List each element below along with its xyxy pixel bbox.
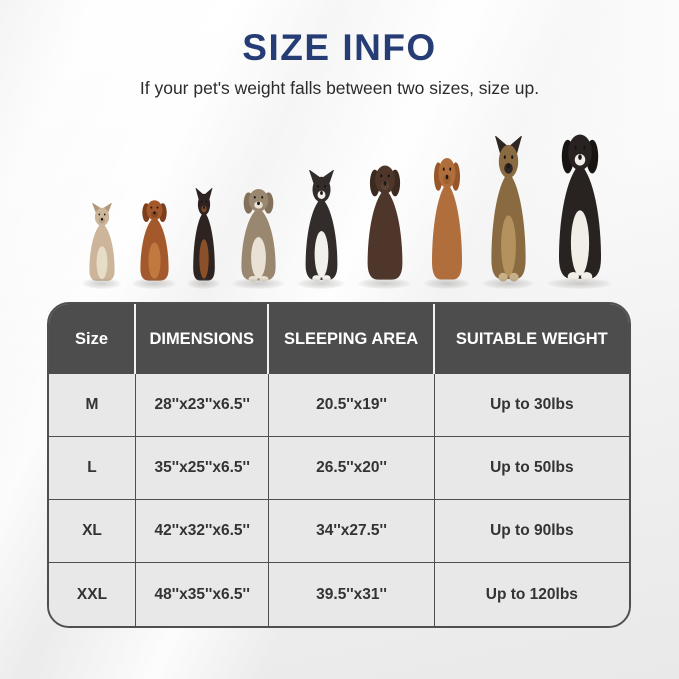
- table-cell: 20.5''x19'': [269, 374, 435, 437]
- table-cell: XL: [49, 500, 136, 563]
- dog-border-collie: [295, 170, 348, 289]
- table-cell: L: [49, 437, 136, 500]
- dog-shadow: [231, 278, 285, 289]
- size-table: Size DIMENSIONS SLEEPING AREA SUITABLE W…: [47, 302, 631, 628]
- table-cell: Up to 30lbs: [434, 374, 629, 437]
- page-subtitle: If your pet's weight falls between two s…: [139, 78, 540, 98]
- page-title: SIZE INFO: [242, 27, 437, 68]
- dog-lineup: [42, 0, 653, 289]
- table-cell: 39.5''x31'': [269, 563, 435, 626]
- dog-shadow: [357, 278, 412, 289]
- dog-shadow: [186, 278, 221, 289]
- dog-english-bulldog: [230, 183, 287, 289]
- dog-shadow: [423, 278, 470, 289]
- table-cell: 35''x25''x6.5'': [136, 437, 270, 500]
- dog-french-bulldog: [81, 203, 123, 289]
- column-header-dimensions: DIMENSIONS: [136, 304, 270, 374]
- dog-shadow: [481, 278, 535, 289]
- dog-shadow: [132, 278, 176, 289]
- column-header-size: Size: [49, 304, 136, 374]
- table-cell: M: [49, 374, 136, 437]
- dog-chocolate-labrador: [356, 158, 414, 289]
- table-cell: Up to 50lbs: [434, 437, 629, 500]
- dog-bernese-mountain-dog: [545, 125, 615, 289]
- table-cell: XXL: [49, 563, 136, 626]
- table-cell: 28''x23''x6.5'': [136, 374, 270, 437]
- table-cell: 34''x27.5'': [269, 500, 435, 563]
- dog-cavalier-spaniel: [131, 195, 178, 289]
- dog-vizsla: [422, 150, 472, 289]
- column-header-suitable-weight: SUITABLE WEIGHT: [434, 304, 629, 374]
- table-cell: 48''x35''x6.5'': [136, 563, 270, 626]
- table-cell: Up to 90lbs: [434, 500, 629, 563]
- dog-shadow: [296, 278, 346, 289]
- dog-german-shepherd: [480, 136, 537, 289]
- dog-shadow: [82, 278, 121, 289]
- dog-miniature-pinscher: [186, 188, 222, 289]
- dog-shadow: [547, 278, 612, 289]
- table-cell: 26.5''x20'': [269, 437, 435, 500]
- column-header-sleeping-area: SLEEPING AREA: [269, 304, 435, 374]
- table-cell: Up to 120lbs: [434, 563, 629, 626]
- table-cell: 42''x32''x6.5'': [136, 500, 270, 563]
